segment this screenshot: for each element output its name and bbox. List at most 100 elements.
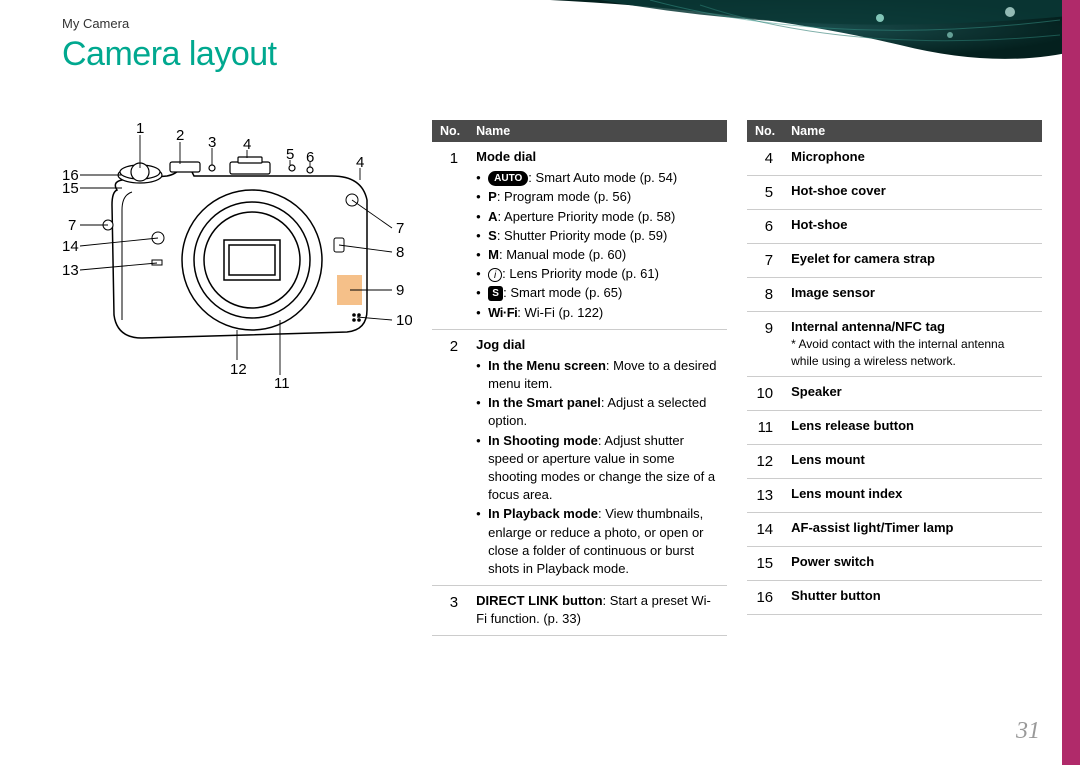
callout: 1 <box>136 120 144 137</box>
table-row: 12Lens mount <box>747 444 1042 478</box>
row-name: Hot-shoe cover <box>783 176 1042 210</box>
list-item: M: Manual mode (p. 60) <box>476 246 719 264</box>
callout: 5 <box>286 146 294 163</box>
callout: 7 <box>68 217 76 234</box>
row-number: 16 <box>747 580 783 614</box>
callout: 9 <box>396 282 404 299</box>
col-name: Name <box>468 120 727 142</box>
row-name: Jog dialIn the Menu screen: Move to a de… <box>468 329 727 585</box>
row-name: Lens mount index <box>783 478 1042 512</box>
row-number: 8 <box>747 278 783 312</box>
row-number: 4 <box>747 142 783 176</box>
row-number: 14 <box>747 512 783 546</box>
mode-letter-icon: S <box>488 228 497 243</box>
mode-sublist: In the Menu screen: Move to a desired me… <box>476 357 719 578</box>
list-item: In the Smart panel: Adjust a selected op… <box>476 394 719 430</box>
table-row: 10Speaker <box>747 376 1042 410</box>
row-name: Lens release button <box>783 410 1042 444</box>
page-edge-stripe <box>1062 0 1080 765</box>
list-item: In the Menu screen: Move to a desired me… <box>476 357 719 393</box>
table-row: 2Jog dialIn the Menu screen: Move to a d… <box>432 329 727 585</box>
col-no: No. <box>432 120 468 142</box>
parts-table-left-wrap: No. Name 1Mode dialAUTO: Smart Auto mode… <box>432 120 727 636</box>
table-row: 3DIRECT LINK button: Start a preset Wi-F… <box>432 586 727 635</box>
page-title: Camera layout <box>62 35 277 74</box>
callout: 12 <box>230 361 247 378</box>
callout: 3 <box>208 134 216 151</box>
callout: 15 <box>62 180 79 197</box>
mode-sublist: AUTO: Smart Auto mode (p. 54)P: Program … <box>476 169 719 322</box>
table-row: 4Microphone <box>747 142 1042 176</box>
row-note: * Avoid contact with the internal antenn… <box>791 336 1034 370</box>
list-item: Wi·Fi: Wi-Fi (p. 122) <box>476 304 719 322</box>
table-row: 15Power switch <box>747 546 1042 580</box>
parts-table-left: No. Name 1Mode dialAUTO: Smart Auto mode… <box>432 120 727 636</box>
row-name: Hot-shoe <box>783 210 1042 244</box>
breadcrumb: My Camera <box>62 16 129 31</box>
callout: 11 <box>274 375 290 392</box>
col-name: Name <box>783 120 1042 142</box>
row-number: 9 <box>747 312 783 377</box>
row-number: 5 <box>747 176 783 210</box>
camera-diagram: 1 2 3 4 5 6 4 16 15 7 14 13 7 8 9 10 12 … <box>62 120 412 400</box>
row-name: Mode dialAUTO: Smart Auto mode (p. 54)P:… <box>468 142 727 329</box>
list-item: In Shooting mode: Adjust shutter speed o… <box>476 432 719 505</box>
row-name: Shutter button <box>783 580 1042 614</box>
camera-diagram-column: 1 2 3 4 5 6 4 16 15 7 14 13 7 8 9 10 12 … <box>62 120 412 636</box>
auto-badge-icon: AUTO <box>488 171 528 186</box>
table-row: 1Mode dialAUTO: Smart Auto mode (p. 54)P… <box>432 142 727 329</box>
tables-column: No. Name 1Mode dialAUTO: Smart Auto mode… <box>432 120 1042 636</box>
row-number: 3 <box>432 586 468 635</box>
row-name: Lens mount <box>783 444 1042 478</box>
smart-badge-icon: S <box>488 286 503 301</box>
table-row: 11Lens release button <box>747 410 1042 444</box>
table-row: 7Eyelet for camera strap <box>747 244 1042 278</box>
row-name: Image sensor <box>783 278 1042 312</box>
list-item: i: Lens Priority mode (p. 61) <box>476 265 719 283</box>
callout: 4 <box>243 136 251 153</box>
table-row: 13Lens mount index <box>747 478 1042 512</box>
row-name: AF-assist light/Timer lamp <box>783 512 1042 546</box>
list-item: AUTO: Smart Auto mode (p. 54) <box>476 169 719 187</box>
content-area: 1 2 3 4 5 6 4 16 15 7 14 13 7 8 9 10 12 … <box>62 120 1042 636</box>
table-row: 8Image sensor <box>747 278 1042 312</box>
list-item: A: Aperture Priority mode (p. 58) <box>476 208 719 226</box>
row-number: 15 <box>747 546 783 580</box>
row-number: 6 <box>747 210 783 244</box>
table-row: 9Internal antenna/NFC tag* Avoid contact… <box>747 312 1042 377</box>
callout: 7 <box>396 220 404 237</box>
parts-table-right-wrap: No. Name 4Microphone5Hot-shoe cover6Hot-… <box>747 120 1042 636</box>
row-name: Power switch <box>783 546 1042 580</box>
list-item: S: Smart mode (p. 65) <box>476 284 719 302</box>
mode-letter-icon: M <box>488 247 499 262</box>
callout: 2 <box>176 127 184 144</box>
callout: 8 <box>396 244 404 261</box>
mode-letter-icon: P <box>488 189 497 204</box>
row-name: Speaker <box>783 376 1042 410</box>
parts-table-right: No. Name 4Microphone5Hot-shoe cover6Hot-… <box>747 120 1042 615</box>
row-number: 2 <box>432 329 468 585</box>
row-number: 7 <box>747 244 783 278</box>
table-row: 5Hot-shoe cover <box>747 176 1042 210</box>
table-row: 6Hot-shoe <box>747 210 1042 244</box>
row-number: 11 <box>747 410 783 444</box>
row-number: 12 <box>747 444 783 478</box>
row-name: Internal antenna/NFC tag* Avoid contact … <box>783 312 1042 377</box>
mode-letter-icon: A <box>488 209 497 224</box>
row-name: DIRECT LINK button: Start a preset Wi-Fi… <box>468 586 727 635</box>
table-row: 16Shutter button <box>747 580 1042 614</box>
table-row: 14AF-assist light/Timer lamp <box>747 512 1042 546</box>
row-number: 1 <box>432 142 468 329</box>
row-number: 13 <box>747 478 783 512</box>
callout: 4 <box>356 154 364 171</box>
row-name: Eyelet for camera strap <box>783 244 1042 278</box>
list-item: In Playback mode: View thumbnails, enlar… <box>476 505 719 578</box>
callout: 10 <box>396 312 412 329</box>
row-name: Microphone <box>783 142 1042 176</box>
row-number: 10 <box>747 376 783 410</box>
circle-i-icon: i <box>488 268 502 282</box>
col-no: No. <box>747 120 783 142</box>
callout: 14 <box>62 238 79 255</box>
callout: 6 <box>306 149 314 166</box>
list-item: S: Shutter Priority mode (p. 59) <box>476 227 719 245</box>
